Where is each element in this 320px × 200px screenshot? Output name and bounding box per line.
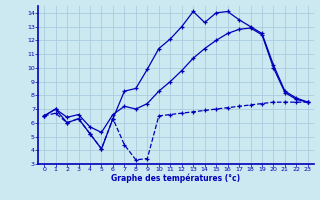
- X-axis label: Graphe des températures (°c): Graphe des températures (°c): [111, 174, 241, 183]
